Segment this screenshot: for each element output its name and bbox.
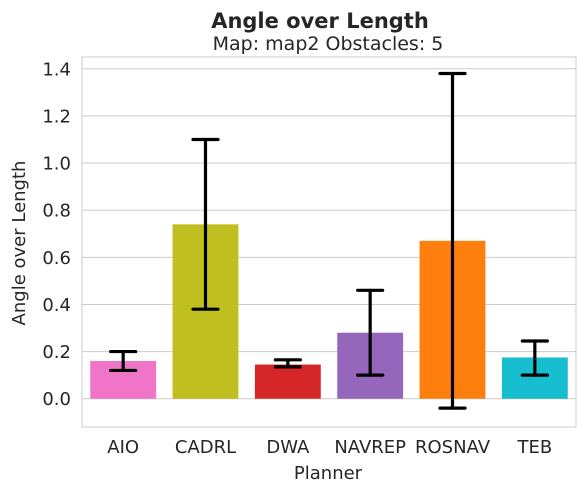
plot-frame (81, 56, 577, 428)
error-bar-dwa (273, 358, 302, 369)
x-tick-label: ROSNAV (415, 437, 491, 458)
y-tick-label: 1.2 (42, 106, 71, 127)
chart-title: Angle over Length (211, 9, 429, 33)
y-tick-label: 1.4 (42, 59, 71, 80)
x-tick-labels: AIO CADRL DWA NAVREP ROSNAV TEB (107, 437, 552, 458)
error-bar-rosnav (438, 71, 467, 410)
grid-lines (82, 68, 576, 400)
chart-subtitle: Map: map2 Obstacles: 5 (213, 33, 444, 55)
error-bar-aio (109, 349, 138, 373)
error-bar-teb (520, 339, 549, 377)
error-bar-cadrl (191, 137, 220, 311)
y-axis-label: Angle over Length (9, 161, 30, 326)
x-tick-label: NAVREP (334, 437, 406, 458)
bar-dwa (254, 364, 321, 399)
y-tick-label: 0.6 (42, 248, 71, 269)
x-tick-label: TEB (516, 437, 552, 458)
x-tick-label: DWA (266, 437, 310, 458)
y-tick-label: 0.4 (42, 295, 71, 316)
error-bars (109, 71, 549, 410)
error-bar-navrep (356, 288, 385, 377)
x-tick-label: CADRL (175, 437, 236, 458)
y-tick-labels: 0.0 0.2 0.4 0.6 0.8 1.0 1.2 1.4 (42, 59, 71, 410)
y-tick-label: 0.2 (42, 342, 71, 363)
x-axis-label: Planner (294, 463, 363, 484)
y-tick-label: 1.0 (42, 154, 71, 175)
bars (90, 224, 568, 399)
y-tick-label: 0.8 (42, 201, 71, 222)
x-tick-label: AIO (107, 437, 139, 458)
y-tick-label: 0.0 (42, 389, 71, 410)
